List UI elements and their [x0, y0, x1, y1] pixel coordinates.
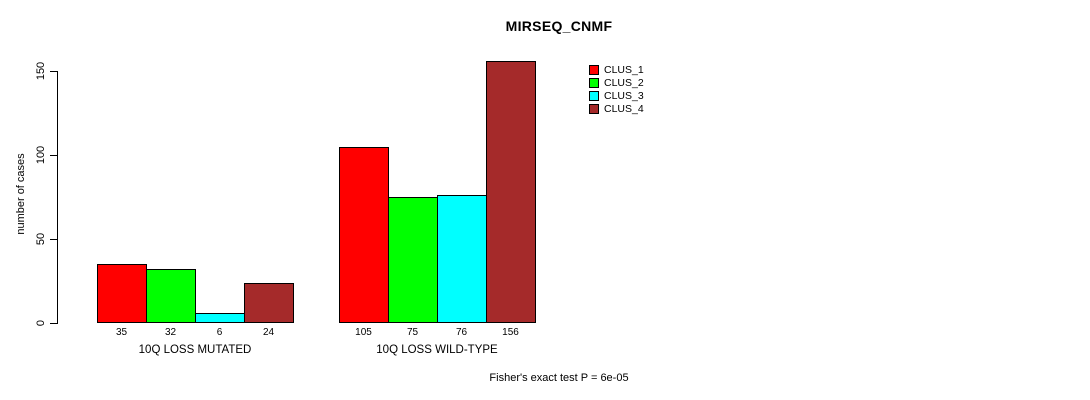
y-axis-tick [50, 323, 57, 324]
fisher-test-annotation: Fisher's exact test P = 6e-05 [489, 372, 629, 384]
bar-value-label: 35 [115, 327, 128, 338]
group-label-2: 10Q LOSS WILD-TYPE [376, 344, 498, 356]
bar-clus_2-group1 [146, 269, 196, 323]
legend-label: CLUS_4 [604, 102, 644, 115]
legend: CLUS_1 CLUS_2 CLUS_3 CLUS_4 [589, 63, 644, 115]
legend-swatch-clus_2 [589, 77, 599, 88]
y-axis-tick-label: 100 [35, 145, 47, 165]
bar-value-label: 76 [455, 327, 468, 338]
chart-title: MIRSEQ_CNMF [505, 18, 613, 34]
bar-value-label: 105 [355, 327, 372, 338]
bar-clus_3-group1 [195, 312, 245, 323]
legend-label: CLUS_1 [604, 63, 644, 76]
bar-value-label: 6 [216, 327, 223, 338]
y-axis-tick-label: 150 [35, 61, 47, 81]
bar-clus_1-group2 [339, 146, 389, 323]
bar-value-label: 156 [502, 327, 519, 338]
legend-swatch-clus_1 [589, 64, 599, 75]
legend-label: CLUS_3 [604, 89, 644, 102]
y-axis-line [57, 71, 58, 324]
y-axis-tick [50, 71, 57, 72]
group-label-1: 10Q LOSS MUTATED [138, 344, 252, 356]
bar-clus_4-group2 [486, 60, 536, 323]
legend-entry: CLUS_2 [589, 76, 644, 89]
y-axis-title: number of cases [15, 153, 27, 235]
y-axis-tick-label: 0 [35, 319, 47, 327]
bar-clus_3-group2 [437, 195, 487, 323]
legend-label: CLUS_2 [604, 76, 644, 89]
bar-value-label: 75 [406, 327, 419, 338]
legend-entry: CLUS_3 [589, 89, 644, 102]
legend-swatch-clus_3 [589, 90, 599, 101]
legend-swatch-clus_4 [589, 103, 599, 114]
legend-entry: CLUS_4 [589, 102, 644, 115]
bar-value-label: 24 [262, 327, 275, 338]
bar-clus_1-group1 [97, 264, 147, 323]
legend-entry: CLUS_1 [589, 63, 644, 76]
bar-value-label: 32 [164, 327, 177, 338]
y-axis-tick-label: 50 [35, 232, 47, 246]
bar-clus_2-group2 [388, 197, 438, 323]
y-axis-tick [50, 239, 57, 240]
bar-clus_4-group1 [244, 282, 294, 323]
y-axis-tick [50, 155, 57, 156]
